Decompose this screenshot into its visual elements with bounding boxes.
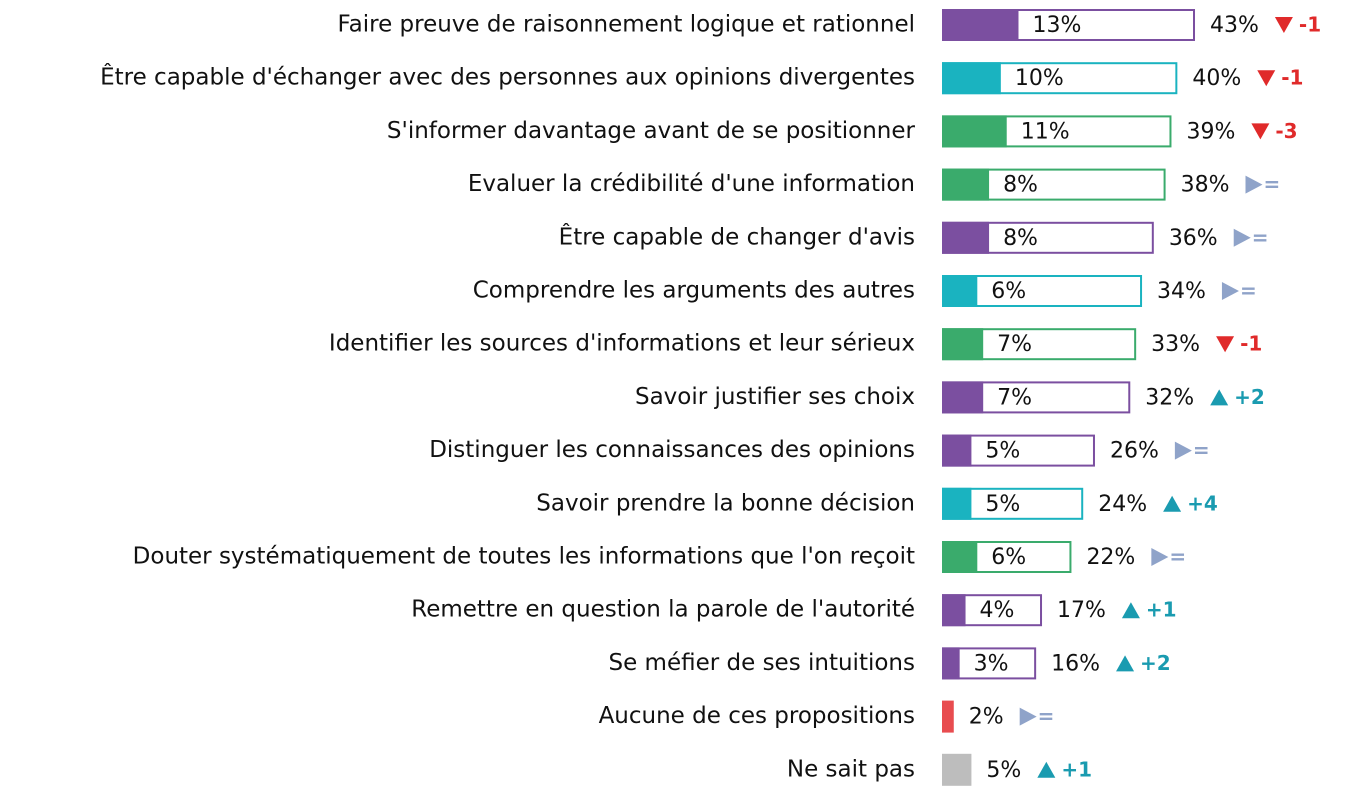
change-label: = — [1038, 704, 1055, 728]
change-arrow — [1216, 336, 1235, 353]
bar — [942, 221, 990, 254]
bar — [942, 328, 984, 361]
value-label: 6% — [991, 279, 1026, 304]
bar — [942, 9, 1019, 41]
change-label: -1 — [1281, 66, 1303, 90]
bar — [942, 700, 954, 733]
change-label: = — [1263, 172, 1280, 196]
category-label: Savoir prendre la bonne décision — [536, 490, 915, 516]
change-arrow — [1245, 175, 1263, 194]
value-label: 26% — [1110, 439, 1159, 464]
value-label: 39% — [1186, 119, 1235, 144]
change-label: -1 — [1299, 13, 1321, 37]
category-label: Identifier les sources d'informations et… — [329, 331, 915, 357]
change-label: +2 — [1234, 385, 1265, 409]
change-arrow — [1221, 282, 1239, 300]
value-label: 10% — [1015, 66, 1064, 91]
value-label: 22% — [1086, 545, 1135, 570]
value-label: 34% — [1157, 279, 1206, 304]
change-arrow — [1151, 548, 1169, 566]
bar — [942, 594, 966, 627]
bar — [942, 487, 972, 520]
change-arrow — [1274, 17, 1293, 33]
change-arrow — [1210, 389, 1229, 406]
value-label: 33% — [1151, 332, 1200, 357]
category-label: Douter systématiquement de toutes les in… — [133, 544, 915, 570]
value-label: 3% — [974, 651, 1009, 676]
value-label: 2% — [969, 705, 1004, 730]
value-label: 4% — [980, 598, 1015, 623]
value-label: 7% — [997, 385, 1032, 410]
change-label: = — [1169, 545, 1186, 569]
change-label: = — [1240, 279, 1257, 303]
change-label: -3 — [1275, 119, 1297, 143]
value-label: 8% — [1003, 173, 1038, 198]
value-label: 7% — [997, 332, 1032, 357]
category-label: S'informer davantage avant de se positio… — [387, 118, 916, 144]
change-arrow — [1037, 761, 1056, 778]
category-label: Ne sait pas — [787, 756, 915, 782]
change-label: +2 — [1140, 651, 1171, 675]
value-label: 8% — [1003, 226, 1038, 251]
change-arrow — [1121, 602, 1140, 619]
change-label: +1 — [1061, 757, 1092, 781]
category-label: Être capable de changer d'avis — [559, 222, 915, 250]
category-label: Aucune de ces propositions — [599, 703, 915, 729]
bar — [942, 434, 972, 467]
bar — [942, 753, 972, 786]
category-label: Savoir justifier ses choix — [635, 384, 915, 410]
category-label: Se méfier de ses intuitions — [608, 650, 915, 676]
category-label: Remettre en question la parole de l'auto… — [411, 597, 915, 623]
change-label: -1 — [1240, 332, 1262, 356]
change-label: = — [1252, 225, 1269, 249]
bar — [942, 115, 1007, 148]
change-label: +4 — [1187, 491, 1218, 515]
change-label: = — [1193, 438, 1210, 462]
change-arrow — [1174, 441, 1192, 460]
category-label: Distinguer les connaissances des opinion… — [429, 437, 915, 463]
value-label: 16% — [1051, 651, 1100, 676]
change-label: +1 — [1146, 598, 1177, 622]
value-label: 5% — [985, 492, 1020, 517]
change-arrow — [1019, 707, 1037, 726]
value-label: 11% — [1021, 119, 1070, 144]
change-arrow — [1163, 495, 1182, 512]
value-label: 32% — [1145, 385, 1194, 410]
bar — [942, 647, 960, 680]
bar — [942, 381, 984, 414]
category-label: Evaluer la crédibilité d'une information — [468, 171, 915, 197]
value-label: 17% — [1057, 598, 1106, 623]
value-label: 43% — [1210, 13, 1259, 38]
value-label: 13% — [1032, 13, 1081, 38]
category-label: Être capable d'échanger avec des personn… — [100, 63, 915, 91]
change-arrow — [1116, 655, 1135, 672]
change-arrow — [1233, 228, 1251, 247]
category-label: Faire preuve de raisonnement logique et … — [338, 12, 915, 38]
value-label: 24% — [1098, 492, 1147, 517]
value-label: 6% — [991, 545, 1026, 570]
change-arrow — [1257, 70, 1276, 87]
change-arrow — [1251, 123, 1270, 140]
value-label: 40% — [1192, 66, 1241, 91]
bar — [942, 168, 990, 201]
value-label: 5% — [986, 758, 1021, 783]
value-label: 36% — [1169, 226, 1218, 251]
bar — [942, 541, 978, 573]
value-label: 5% — [985, 439, 1020, 464]
value-label: 38% — [1181, 173, 1230, 198]
bar — [942, 275, 978, 307]
bar — [942, 62, 1001, 95]
category-label: Comprendre les arguments des autres — [473, 278, 915, 304]
